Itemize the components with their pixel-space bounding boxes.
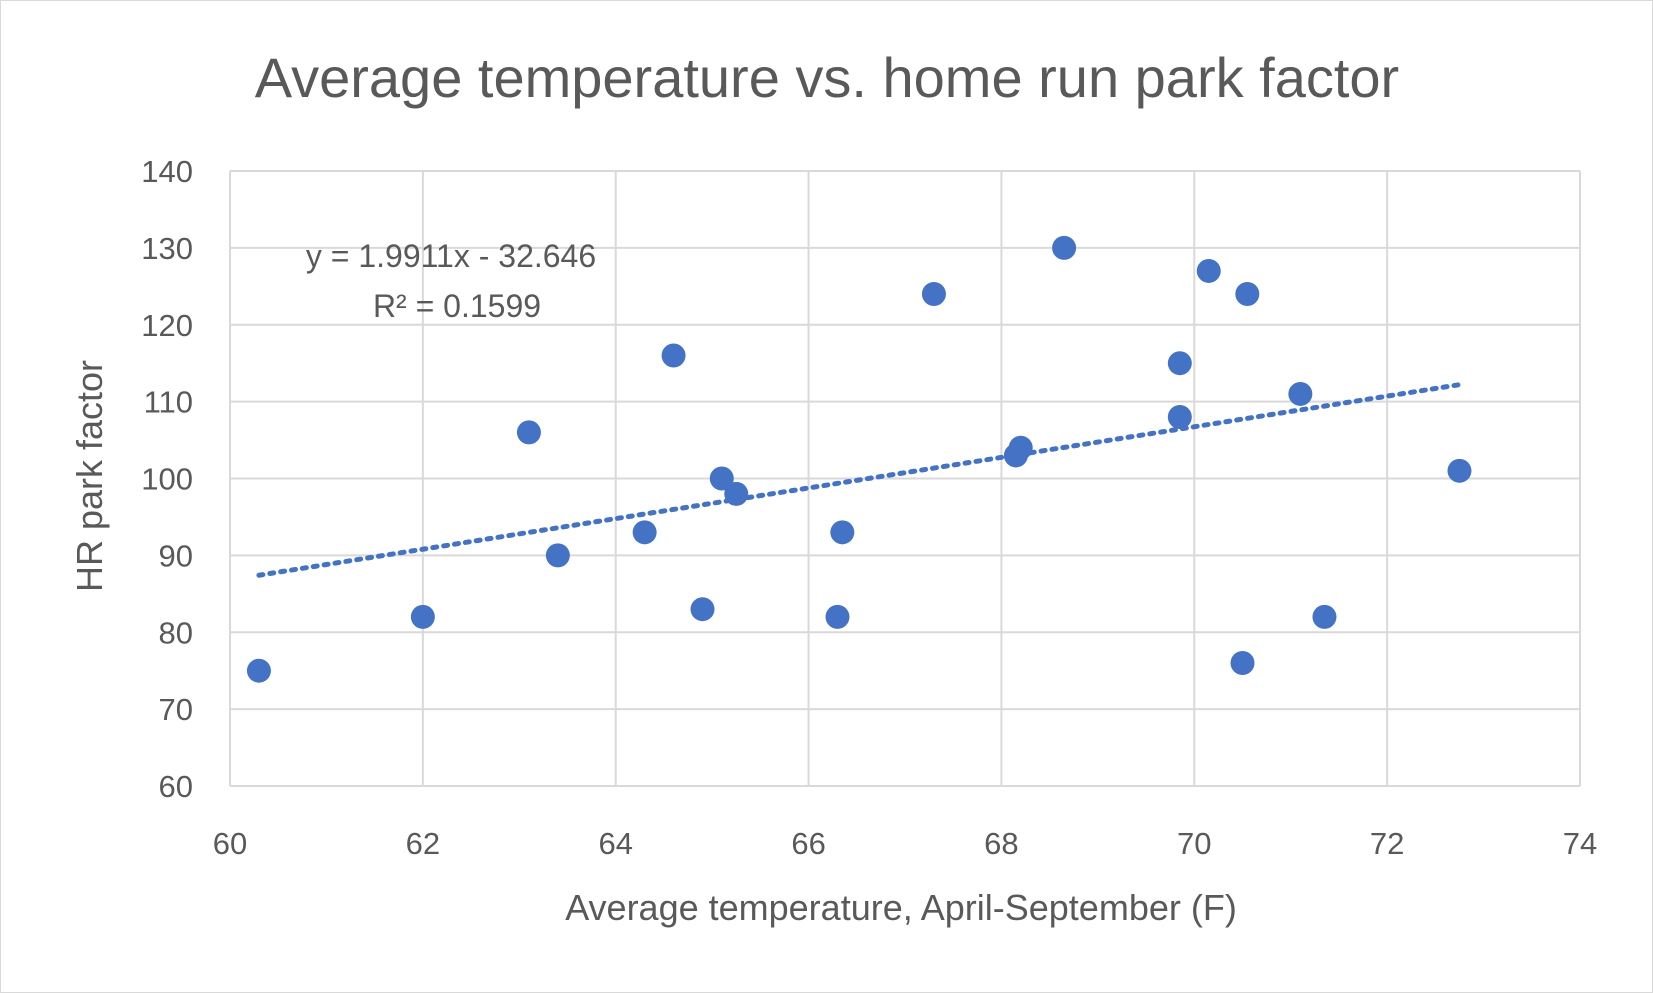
- data-point-10: [830, 520, 855, 545]
- y-tick-label-3: 90: [159, 538, 193, 573]
- data-point-9: [825, 604, 850, 629]
- data-point-0: [246, 658, 271, 683]
- x-tick-label-0: 60: [213, 826, 247, 861]
- x-tick-labels: 60 62 64 66 68 70 72 74: [213, 826, 1597, 861]
- data-point-14: [1052, 235, 1077, 260]
- x-tick-label-3: 66: [791, 826, 825, 861]
- data-point-13: [1008, 435, 1033, 460]
- data-point-4: [632, 520, 657, 545]
- trendline-group: [256, 382, 1462, 578]
- data-point-21: [1312, 604, 1337, 629]
- data-point-8: [724, 481, 749, 506]
- trendline-equation: y = 1.9911x - 32.646: [306, 238, 596, 274]
- chart-title: Average temperature vs. home run park fa…: [255, 46, 1399, 109]
- data-point-22: [1447, 458, 1472, 483]
- data-point-17: [1196, 258, 1221, 283]
- trendline-r-squared: R² = 0.1599: [373, 288, 541, 324]
- data-point-16: [1167, 405, 1192, 429]
- y-tick-label-8: 140: [141, 154, 193, 189]
- y-tick-label-7: 130: [141, 231, 193, 266]
- x-tick-label-4: 68: [984, 826, 1018, 861]
- data-point-6: [690, 597, 715, 622]
- trendline: [256, 382, 1462, 578]
- data-point-5: [661, 343, 686, 368]
- x-tick-label-1: 62: [406, 826, 440, 861]
- data-points: [246, 235, 1472, 683]
- data-point-3: [545, 543, 570, 568]
- y-tick-label-6: 120: [141, 308, 193, 343]
- data-point-11: [921, 282, 946, 306]
- data-point-7: [709, 466, 734, 491]
- x-tick-label-2: 64: [598, 826, 632, 861]
- data-point-18: [1230, 651, 1255, 675]
- data-point-2: [516, 420, 541, 445]
- y-tick-label-4: 100: [141, 462, 193, 497]
- x-tick-label-7: 74: [1563, 826, 1597, 861]
- y-tick-label-5: 110: [144, 385, 193, 420]
- data-point-19: [1235, 282, 1260, 306]
- y-tick-label-1: 70: [159, 692, 193, 727]
- data-point-20: [1288, 381, 1313, 406]
- y-axis-title: HR park factor: [69, 360, 110, 592]
- y-tick-label-2: 80: [159, 615, 193, 650]
- y-tick-labels: 60 70 80 90 100 110 120 130 140: [141, 154, 193, 804]
- data-point-1: [410, 604, 435, 629]
- x-tick-label-5: 70: [1177, 826, 1211, 861]
- data-point-15: [1167, 351, 1192, 376]
- y-tick-label-0: 60: [159, 769, 193, 804]
- x-tick-label-6: 72: [1370, 826, 1404, 861]
- x-axis-title: Average temperature, April-September (F): [565, 887, 1237, 928]
